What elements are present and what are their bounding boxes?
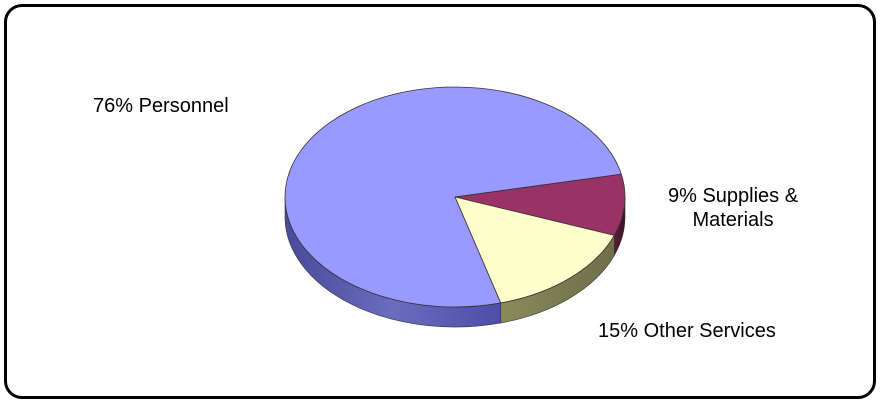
label-other-services: 15% Other Services — [598, 320, 776, 342]
label-supplies-line2: Materials — [692, 209, 774, 231]
label-supplies-line1: 9% Supplies & — [668, 185, 799, 207]
pie-slice-other-services — [454, 196, 615, 304]
label-personnel: 76% Personnel — [93, 95, 229, 117]
label-supplies-materials: 9% Supplies & Materials — [668, 184, 798, 232]
pie-slice-personnel — [284, 86, 622, 308]
pie-slice-supplies-materials — [454, 173, 626, 236]
